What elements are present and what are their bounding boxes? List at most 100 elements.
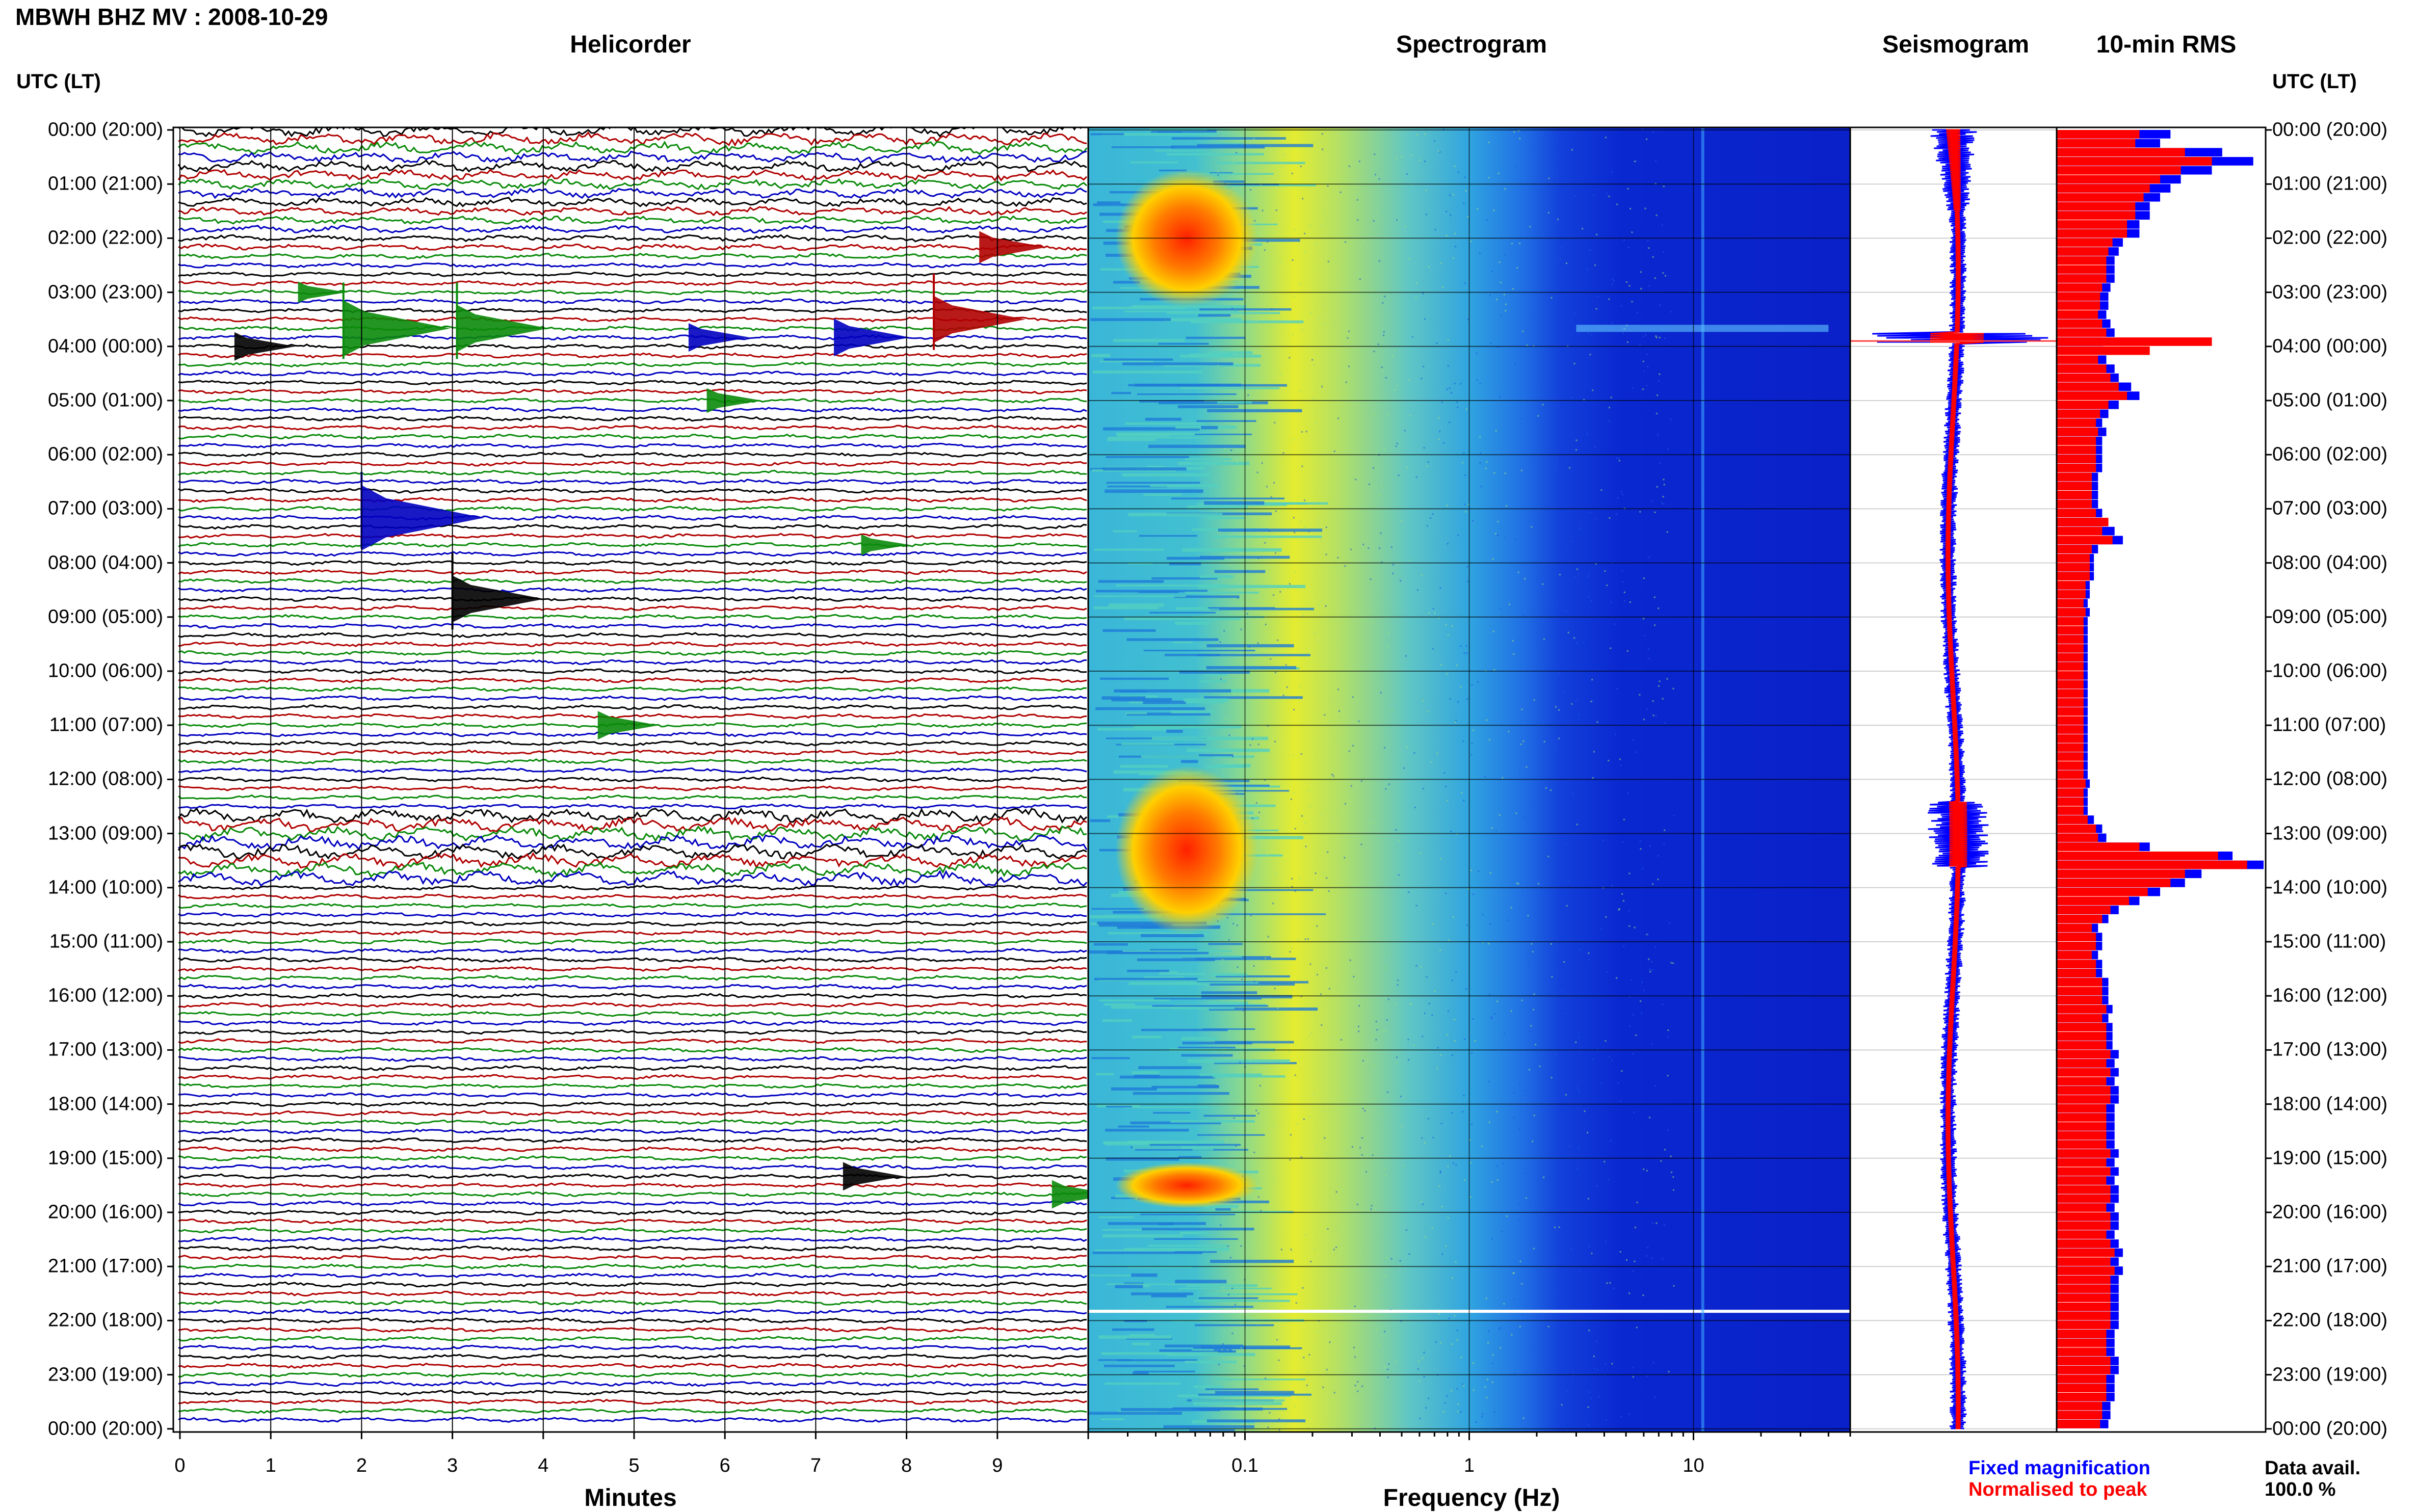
rms-bar-normalised (2057, 445, 2096, 455)
spectrogram-speckle (1318, 642, 1320, 644)
spectrogram-speckle (1589, 354, 1591, 356)
spectrogram-speckle (1321, 386, 1323, 388)
spectrogram-speckle (1566, 611, 1568, 613)
helicorder-trace-line (178, 1191, 1087, 1198)
spectrogram-speckle (1305, 845, 1307, 847)
spectrogram-speckle (1635, 1034, 1637, 1037)
spectrogram-speckle (1250, 298, 1252, 300)
spectrogram-speckle (1430, 517, 1432, 519)
spectrogram-speckle (1363, 238, 1365, 241)
spectrogram-speckle (1498, 1328, 1500, 1330)
spectrogram-streak (1101, 1352, 1171, 1355)
spectrogram-speckle (1291, 1250, 1293, 1252)
spectrogram-streak (1166, 1352, 1255, 1356)
spectrogram-speckle (1519, 138, 1521, 140)
spectrogram-speckle (1619, 1251, 1621, 1253)
spectrogram-speckle (1632, 1376, 1634, 1378)
spectrogram-speckle (1604, 570, 1606, 572)
spectrogram-speckle (1472, 1362, 1474, 1364)
rms-bar-normalised (2057, 472, 2092, 482)
time-label-right: 04:00 (00:00) (2272, 335, 2388, 357)
spectrogram-speckle (1670, 418, 1672, 420)
spectrogram-streak (1166, 1306, 1254, 1308)
legend-fixed-magnification: Fixed magnification (1968, 1457, 2150, 1479)
spectrogram-speckle (1493, 472, 1495, 474)
helicorder-trace-line (178, 1110, 1087, 1117)
spectrogram-streak (1101, 696, 1146, 700)
spectrogram-speckle (1303, 614, 1305, 616)
spectrogram-speckle (1447, 339, 1449, 341)
spectrogram-speckle (1605, 1040, 1607, 1042)
spectrogram-speckle (1640, 271, 1642, 273)
spectrogram-speckle (1231, 307, 1233, 309)
spectrogram-speckle (1536, 267, 1538, 269)
spectrogram-speckle (1623, 240, 1625, 242)
helicorder-trace-line (178, 903, 1087, 909)
time-label-left: 20:00 (16:00) (47, 1201, 163, 1223)
spectrogram-streak (1198, 1393, 1312, 1396)
spectrogram-speckle (1353, 976, 1355, 978)
spectrogram-speckle (1663, 484, 1665, 486)
spectrogram-speckle (1376, 210, 1378, 212)
spectrogram-speckle (1504, 188, 1506, 190)
spectrogram-speckle (1464, 176, 1466, 178)
spectrogram-speckle (1551, 605, 1553, 607)
time-label-left: 09:00 (05:00) (47, 606, 163, 628)
spectrogram-speckle (1434, 229, 1436, 231)
spectrogram-speckle (1380, 1113, 1382, 1115)
spectrogram-speckle (1259, 1085, 1261, 1087)
rms-bar-normalised (2057, 1303, 2111, 1311)
helicorder-trace-line (178, 912, 1087, 918)
spectrogram-speckle (1262, 209, 1264, 211)
spectrogram-speckle (1237, 1238, 1239, 1240)
spectrogram-speckle (1315, 1146, 1317, 1148)
spectrogram-speckle (1314, 1248, 1316, 1250)
spectrogram-speckle (1664, 1149, 1666, 1151)
spectrogram-speckle (1249, 1059, 1251, 1062)
spectrogram-speckle (1620, 764, 1622, 766)
spectrogram-speckle (1561, 989, 1563, 991)
spectrogram-streak (1090, 1275, 1138, 1277)
rms-bar-normalised (2057, 689, 2084, 698)
spectrogram-speckle (1377, 343, 1379, 346)
spectrogram-speckle (1275, 302, 1277, 304)
spectrogram-speckle (1643, 1168, 1645, 1170)
spectrogram-speckle (1379, 547, 1381, 549)
spectrogram-streak (1112, 1328, 1154, 1331)
helicorder-trace-line (178, 452, 1087, 458)
spectrogram-speckle (1464, 1038, 1466, 1040)
spectrogram-speckle (1652, 1362, 1655, 1364)
spectrogram-speckle (1512, 1272, 1514, 1275)
time-label-left: 16:00 (12:00) (47, 985, 163, 1006)
rms-bar-normalised (2057, 933, 2096, 941)
spectrogram-speckle (1666, 678, 1668, 680)
spectrogram-streak (1215, 1041, 1294, 1044)
spectrogram-speckle (1369, 1209, 1371, 1211)
helicorder-trace-line (178, 641, 1087, 647)
spectrogram-speckle (1400, 1125, 1402, 1127)
spectrogram-speckle (1575, 439, 1578, 441)
spectrogram-speckle (1424, 1012, 1426, 1014)
rms-bar-normalised (2057, 581, 2086, 590)
spectrogram-speckle (1551, 169, 1553, 171)
spectrogram-streak (1192, 1148, 1214, 1151)
spectrogram-speckle (1508, 919, 1510, 921)
spectrogram-speckle (1559, 258, 1561, 260)
spectrogram-speckle (1438, 1313, 1440, 1315)
spectrogram-speckle (1544, 452, 1546, 454)
spectrogram-speckle (1251, 738, 1253, 740)
spectrogram-speckle (1521, 708, 1523, 710)
spectrogram-speckle (1492, 1354, 1494, 1356)
spectrogram-speckle (1362, 1259, 1364, 1261)
spectrogram-speckle (1314, 632, 1316, 634)
rms-bar-normalised (2057, 914, 2103, 923)
spectrogram-speckle (1565, 1012, 1567, 1014)
spectrogram-speckle (1304, 938, 1306, 940)
minutes-axis-title: Minutes (584, 1484, 677, 1511)
spectrogram-speckle (1405, 655, 1407, 657)
spectrogram-speckle (1378, 1291, 1380, 1293)
spectrogram-speckle (1396, 219, 1398, 221)
spectrogram-speckle (1533, 1248, 1535, 1250)
rms-bar-normalised (2057, 1330, 2107, 1338)
